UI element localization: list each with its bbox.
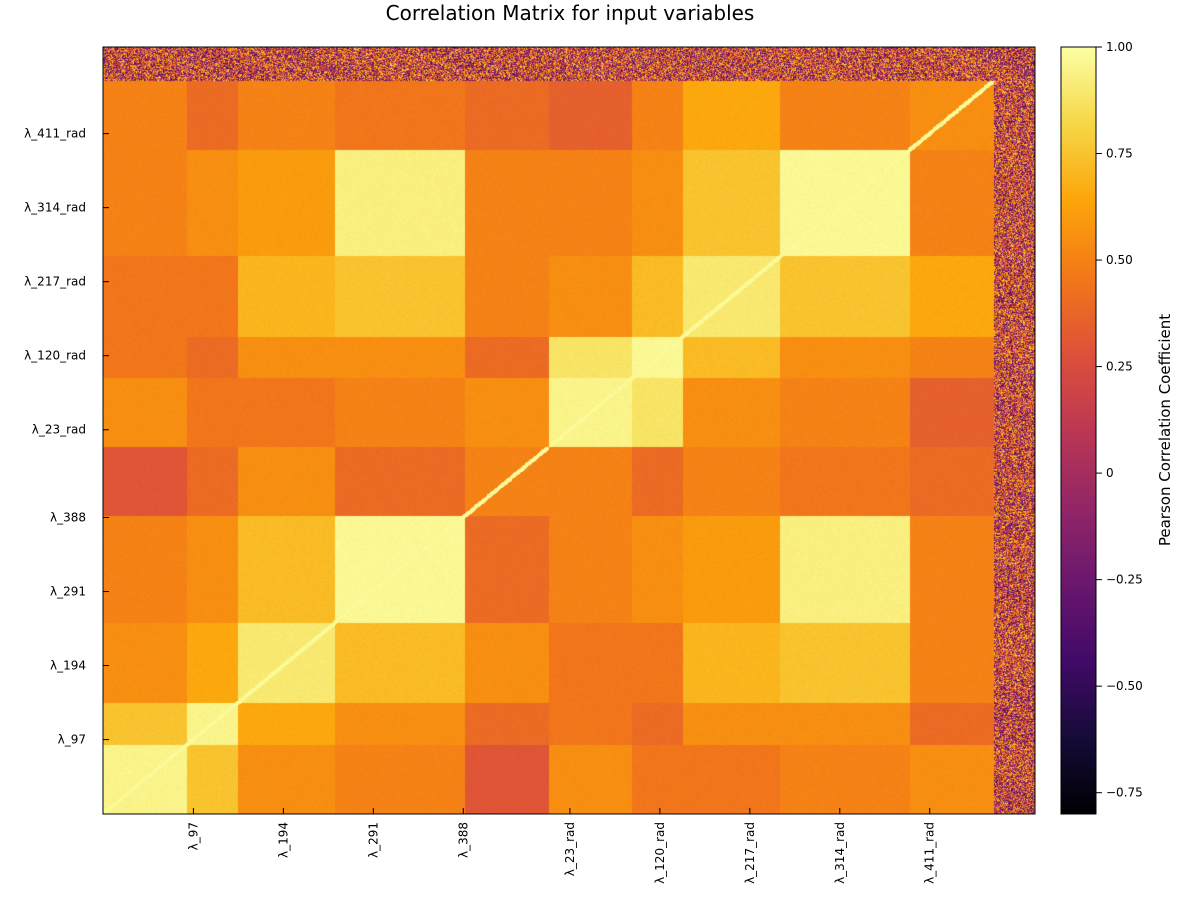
x-tick-label: λ_194 — [276, 822, 290, 858]
y-tick-label: λ_97 — [58, 733, 86, 747]
colorbar-tick-label: −0.75 — [1106, 786, 1143, 800]
colorbar-tick-label: 0.75 — [1106, 147, 1133, 161]
colorbar-tick-label: −0.50 — [1106, 679, 1143, 693]
x-tick-label: λ_120_rad — [653, 822, 667, 884]
colorbar-tick-label: 1.00 — [1106, 40, 1133, 54]
y-tick-label: λ_314_rad — [24, 201, 86, 215]
y-tick-label: λ_411_rad — [24, 127, 86, 141]
x-tick-label: λ_314_rad — [833, 822, 847, 884]
y-tick-label: λ_120_rad — [24, 349, 86, 363]
correlation-heatmap — [103, 47, 1035, 814]
colorbar-tick-label: 0.50 — [1106, 253, 1133, 267]
plot-frame — [102, 46, 1036, 815]
x-tick-label: λ_411_rad — [923, 822, 937, 884]
x-tick-label: λ_291 — [366, 822, 380, 858]
y-tick-label: λ_217_rad — [24, 275, 86, 289]
colorbar-tick-label: 0.25 — [1106, 360, 1133, 374]
x-axis-ticks: λ_97 λ_194 λ_291 λ_388 λ_23_rad λ_120_rad λ_21… — [186, 808, 937, 884]
y-tick-label: λ_291 — [50, 585, 86, 599]
x-tick-label: λ_97 — [186, 822, 200, 850]
colorbar-tick-label: −0.25 — [1106, 573, 1143, 587]
x-tick-label: λ_23_rad — [563, 822, 577, 876]
colorbar-tick-label: 0 — [1106, 466, 1114, 480]
y-tick-label: λ_388 — [50, 511, 86, 525]
y-axis-ticks: λ_97 λ_194 λ_291 λ_388 λ_23_rad λ_120_rad λ_21… — [24, 127, 109, 747]
x-tick-label: λ_388 — [456, 822, 470, 858]
x-tick-label: λ_217_rad — [743, 822, 757, 884]
y-tick-label: λ_23_rad — [32, 423, 86, 437]
chart-title: Correlation Matrix for input variables — [385, 1, 755, 25]
colorbar-frame — [1060, 46, 1097, 815]
y-tick-label: λ_194 — [50, 659, 86, 673]
colorbar-label: Pearson Correlation Coefficient — [1156, 314, 1174, 546]
colorbar-ticks: 1.00 0.75 0.50 0.25 0 −0.25 −0.50 −0.75 — [1096, 40, 1143, 800]
colorbar-gradient — [1061, 47, 1096, 814]
